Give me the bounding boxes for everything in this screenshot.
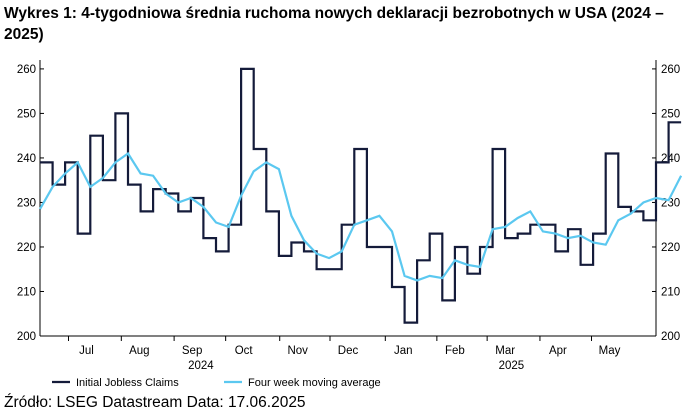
y-tick-label-left: 220 <box>17 242 36 254</box>
source-note: Źródło: LSEG Datastream Data: 17.06.2025 <box>4 394 306 411</box>
chart-title: Wykres 1: 4-tygodniowa średnia ruchoma n… <box>4 5 664 43</box>
y-tick-label-left: 210 <box>17 286 36 298</box>
x-tick-label: Dec <box>338 345 359 357</box>
x-tick-label: Feb <box>445 345 465 357</box>
y-tick-label-left: 250 <box>17 108 36 120</box>
x-tick-label: Oct <box>235 345 254 357</box>
legend-label: Initial Jobless Claims <box>76 377 179 389</box>
y-tick-label-left: 230 <box>17 197 36 209</box>
x-tick-label: Sep <box>182 345 202 357</box>
x-tick-label: Nov <box>287 345 308 357</box>
x-tick-label: May <box>599 345 621 357</box>
x-year-label: 2025 <box>499 360 525 372</box>
x-tick-label: Jan <box>394 345 413 357</box>
x-tick-label: Mar <box>495 345 515 357</box>
y-tick-label-right: 220 <box>661 242 680 254</box>
x-tick-label: Apr <box>549 345 567 357</box>
y-tick-label-right: 260 <box>661 64 680 76</box>
series-line-four-week-moving-average <box>39 151 683 282</box>
y-tick-label-left: 200 <box>17 331 36 343</box>
x-tick-label: Aug <box>129 345 149 357</box>
legend-label: Four week moving average <box>248 377 381 389</box>
y-tick-label-right: 200 <box>661 331 680 343</box>
x-year-label: 2024 <box>188 360 214 372</box>
y-tick-label-left: 240 <box>17 153 36 165</box>
y-tick-label-right: 210 <box>661 286 680 298</box>
y-tick-label-right: 250 <box>661 108 680 120</box>
x-tick-label: Jul <box>79 345 94 357</box>
series-line-initial-jobless-claims <box>40 67 682 324</box>
y-tick-label-left: 260 <box>17 64 36 76</box>
